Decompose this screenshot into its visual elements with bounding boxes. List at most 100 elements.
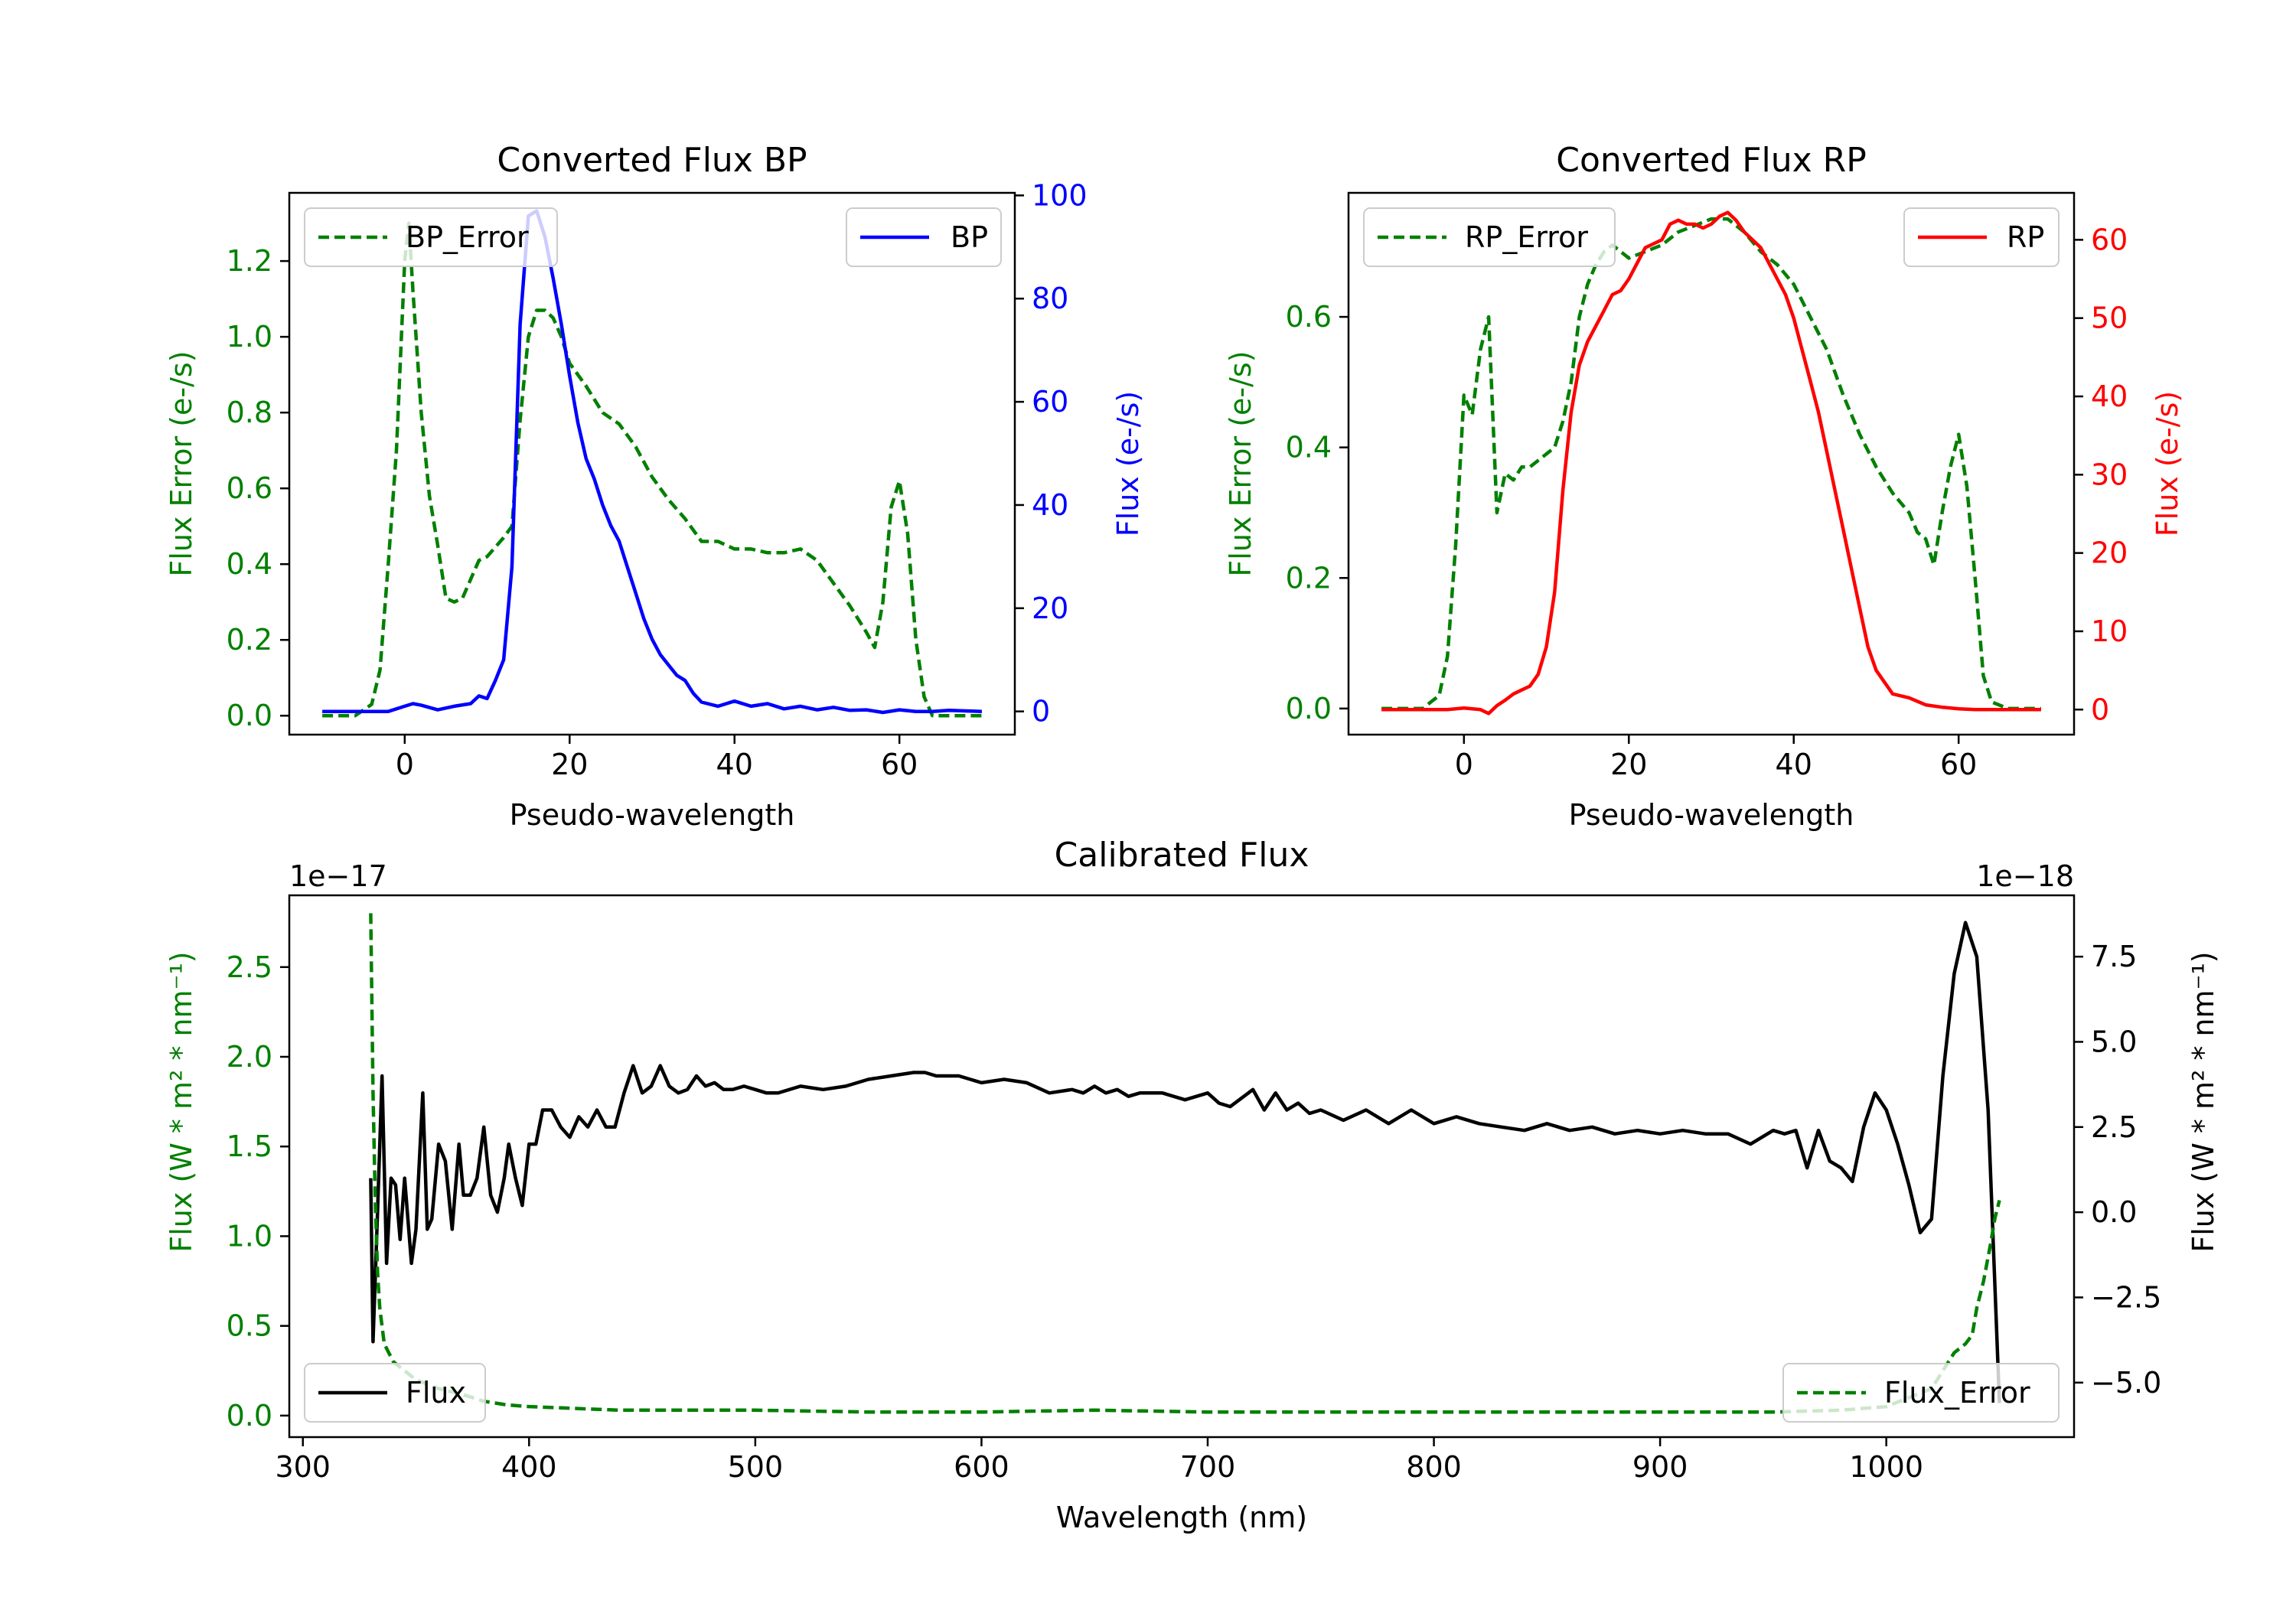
ytick-right-label: 7.5 bbox=[2091, 940, 2137, 973]
xtick-label: 0 bbox=[396, 748, 414, 781]
ytick-left-label: 0.6 bbox=[1286, 300, 1332, 334]
ytick-left-label: 1.5 bbox=[227, 1129, 272, 1163]
xtick-label: 700 bbox=[1180, 1450, 1236, 1484]
xtick-label: 1000 bbox=[1849, 1450, 1923, 1484]
bp-legend-right: BP bbox=[846, 207, 1002, 267]
calibrated-legend-right: Flux_Error bbox=[1782, 1363, 2060, 1423]
xtick-label: 600 bbox=[954, 1450, 1009, 1484]
calibrated-ylabel-left: Flux (W * m² * nm⁻¹) bbox=[165, 951, 198, 1252]
rp-yticks-left: 0.0 0.2 0.4 0.6 bbox=[1286, 300, 1349, 725]
calibrated-legend-left: Flux bbox=[304, 1363, 486, 1423]
rp-xticks: 0 20 40 60 bbox=[1455, 735, 1977, 781]
xtick-label: 300 bbox=[275, 1450, 331, 1484]
calibrated-axes-frame bbox=[288, 894, 2076, 1439]
bp-title: Converted Flux BP bbox=[497, 141, 807, 180]
ytick-left-label: 0.2 bbox=[1286, 561, 1332, 595]
ytick-right-label: 60 bbox=[2091, 223, 2128, 256]
ytick-left-label: 1.2 bbox=[227, 244, 272, 278]
calibrated-lines bbox=[369, 913, 2001, 1414]
xtick-label: 60 bbox=[1940, 748, 1977, 781]
ytick-left-label: 0.5 bbox=[227, 1309, 272, 1343]
ytick-right-label: 0.0 bbox=[2091, 1195, 2137, 1229]
xtick-label: 40 bbox=[716, 748, 753, 781]
ytick-right-label: 50 bbox=[2091, 302, 2128, 335]
rp-legend-right-label: RP bbox=[2007, 220, 2044, 254]
xtick-label: 60 bbox=[881, 748, 918, 781]
bp-error-line bbox=[322, 221, 982, 718]
calibrated-left-offset: 1e−17 bbox=[289, 859, 387, 893]
ytick-right-label: 2.5 bbox=[2091, 1110, 2137, 1144]
xtick-label: 800 bbox=[1406, 1450, 1462, 1484]
ytick-left-label: 0.0 bbox=[1286, 692, 1332, 725]
xtick-label: 500 bbox=[728, 1450, 784, 1484]
ytick-left-label: 0.8 bbox=[227, 396, 272, 429]
rp-legend-left-label: RP_Error bbox=[1465, 220, 1588, 254]
xtick-label: 20 bbox=[551, 748, 588, 781]
xtick-label: 40 bbox=[1776, 748, 1812, 781]
ytick-left-label: 2.5 bbox=[227, 950, 272, 984]
rp-ylabel-left: Flux Error (e-/s) bbox=[1224, 350, 1257, 576]
ytick-right-label: 60 bbox=[1032, 385, 1068, 419]
ytick-left-label: 0.2 bbox=[227, 623, 272, 657]
rp-title: Converted Flux RP bbox=[1556, 141, 1867, 180]
rp-line bbox=[1381, 210, 2041, 715]
bp-legend-left-label: BP_Error bbox=[406, 220, 529, 254]
ytick-left-label: 0.0 bbox=[227, 699, 272, 732]
xtick-label: 20 bbox=[1610, 748, 1647, 781]
rp-yticks-right: 0 10 20 30 40 50 60 bbox=[2074, 223, 2128, 726]
bp-lines bbox=[322, 209, 982, 718]
ytick-right-label: 100 bbox=[1032, 178, 1088, 212]
bp-legend-left: BP_Error bbox=[304, 207, 558, 267]
ytick-right-label: 40 bbox=[1032, 488, 1068, 522]
ytick-right-label: 10 bbox=[2091, 614, 2128, 648]
calibrated-xlabel: Wavelength (nm) bbox=[1056, 1501, 1307, 1534]
ytick-left-label: 1.0 bbox=[227, 1219, 272, 1253]
ytick-right-label: 40 bbox=[2091, 380, 2128, 413]
rp-ylabel-right: Flux (e-/s) bbox=[2151, 391, 2184, 536]
bp-legend-right-label: BP bbox=[951, 220, 988, 254]
ytick-right-label: 0 bbox=[1032, 695, 1050, 729]
xtick-label: 400 bbox=[501, 1450, 557, 1484]
xtick-label: 900 bbox=[1632, 1450, 1688, 1484]
calibrated-legend-right-label: Flux_Error bbox=[1884, 1376, 2030, 1410]
bp-yticks-right: 0 20 40 60 80 100 bbox=[1015, 178, 1088, 729]
rp-axes-frame bbox=[1347, 191, 2076, 736]
calibrated-ylabel-right: Flux (W * m² * nm⁻¹) bbox=[2187, 951, 2220, 1252]
bp-yticks-left: 0.0 0.2 0.4 0.6 0.8 1.0 1.2 bbox=[227, 244, 289, 732]
rp-error-line bbox=[1381, 217, 2041, 711]
calibrated-panel: Calibrated Flux Wavelength (nm) Flux (W … bbox=[165, 836, 2220, 1534]
xtick-label: 0 bbox=[1455, 748, 1473, 781]
bp-line bbox=[322, 209, 982, 715]
ytick-left-label: 0.4 bbox=[227, 547, 272, 581]
ytick-left-label: 0.4 bbox=[1286, 431, 1332, 464]
ytick-left-label: 1.0 bbox=[227, 320, 272, 354]
ytick-right-label: 0 bbox=[2091, 693, 2109, 726]
flux-line bbox=[369, 921, 2001, 1403]
flux-error-line bbox=[369, 913, 2001, 1414]
rp-legend-left: RP_Error bbox=[1363, 207, 1616, 267]
ytick-right-label: 20 bbox=[1032, 592, 1068, 625]
ytick-right-label: 80 bbox=[1032, 282, 1068, 315]
calibrated-xticks: 300 400 500 600 700 800 900 1000 bbox=[275, 1437, 1923, 1484]
ytick-right-label: −2.5 bbox=[2091, 1280, 2161, 1314]
calibrated-legend-left-label: Flux bbox=[406, 1376, 466, 1410]
bp-ylabel-right: Flux (e-/s) bbox=[1111, 391, 1145, 536]
ytick-right-label: −5.0 bbox=[2091, 1366, 2161, 1400]
ytick-left-label: 0.0 bbox=[227, 1399, 272, 1433]
ytick-right-label: 20 bbox=[2091, 536, 2128, 570]
calibrated-title: Calibrated Flux bbox=[1055, 836, 1309, 875]
calibrated-yticks-right: −5.0 −2.5 0.0 2.5 5.0 7.5 bbox=[2074, 940, 2161, 1400]
bp-xticks: 0 20 40 60 bbox=[396, 735, 918, 781]
rp-panel: Converted Flux RP Pseudo-wavelength Flux… bbox=[1224, 141, 2184, 832]
bp-ylabel-left: Flux Error (e-/s) bbox=[165, 350, 198, 576]
rp-legend-right: RP bbox=[1903, 207, 2060, 267]
bp-axes-frame bbox=[288, 191, 1016, 736]
ytick-right-label: 5.0 bbox=[2091, 1025, 2137, 1058]
ytick-left-label: 2.0 bbox=[227, 1040, 272, 1074]
rp-xlabel: Pseudo-wavelength bbox=[1569, 798, 1854, 832]
bp-panel: Converted Flux BP Pseudo-wavelength Flux… bbox=[165, 141, 1145, 832]
calibrated-right-offset: 1e−18 bbox=[1976, 859, 2074, 893]
bp-xlabel: Pseudo-wavelength bbox=[510, 798, 795, 832]
ytick-right-label: 30 bbox=[2091, 458, 2128, 491]
